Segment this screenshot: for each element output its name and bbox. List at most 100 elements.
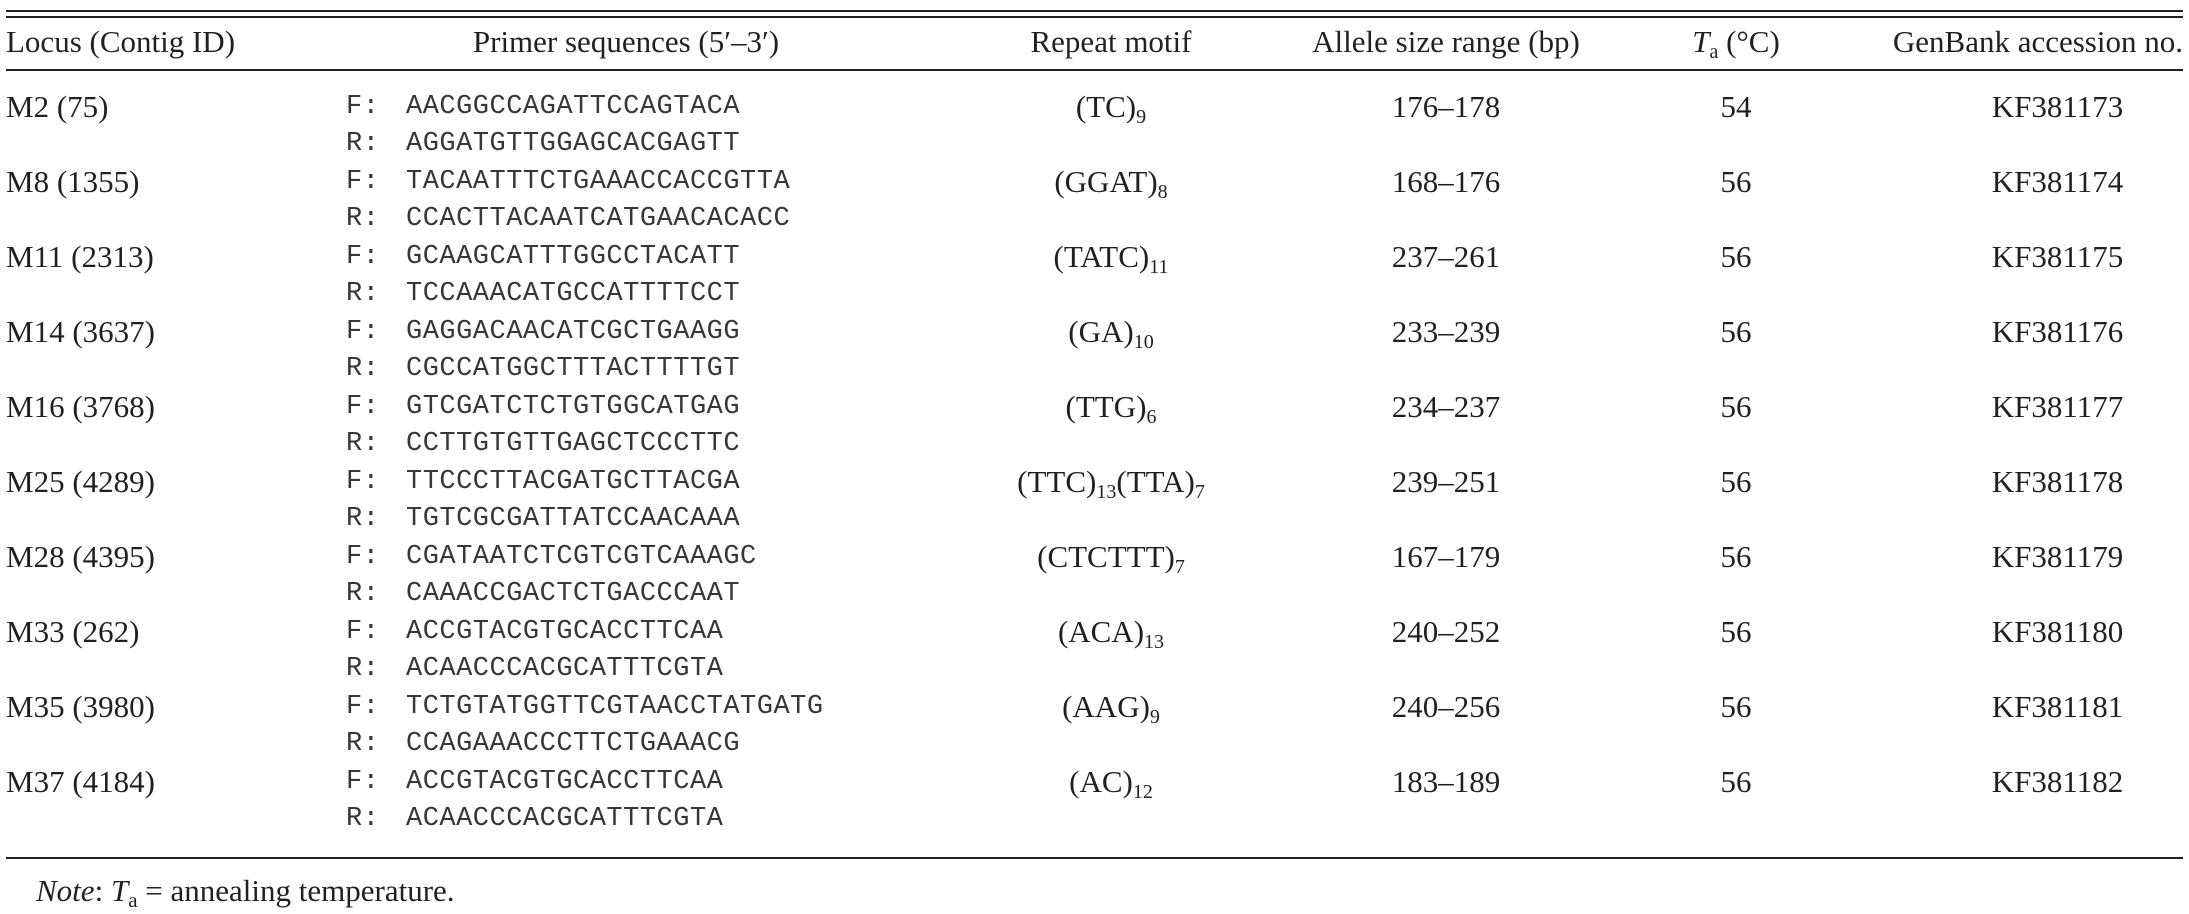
motif-unit: (AAG) xyxy=(1062,689,1150,724)
annealing-temp-cell: 56 xyxy=(1720,539,1752,574)
motif-unit: (AC) xyxy=(1069,764,1133,799)
note-colon: : xyxy=(94,873,111,908)
forward-primer: F: AACGGCCAGATTCCAGTACA xyxy=(346,88,740,126)
reverse-primer-label: R: xyxy=(346,654,380,684)
motif-unit: (CTCTTT) xyxy=(1037,539,1175,574)
allele-size-cell: 234–237 xyxy=(1391,389,1501,424)
locus-cell: M8 (1355) xyxy=(6,164,140,199)
reverse-primer-label: R: xyxy=(346,804,380,834)
motif-unit: (TC) xyxy=(1075,89,1137,124)
table-row: M8 (1355) F: TACAATTTCTGAAACCACCGTTA R: CCAC… xyxy=(6,163,2183,238)
header-genbank-accession: GenBank accession no. xyxy=(1892,24,2183,59)
motif-repeat-count: 12 xyxy=(1132,781,1153,803)
reverse-primer-label: R: xyxy=(346,129,380,159)
reverse-primer-sequence: ACAACCCACGCATTTCGTA xyxy=(406,804,724,834)
repeat-motif-cell: (TATC)11 xyxy=(966,238,1256,277)
repeat-motif-cell: (ACA)13 xyxy=(966,613,1256,653)
genbank-accession-cell: KF381178 xyxy=(1991,464,2124,499)
header-locus: Locus (Contig ID) xyxy=(6,24,236,59)
reverse-primer-label: R: xyxy=(346,204,380,234)
repeat-motif-cell: (CTCTTT)7 xyxy=(966,538,1256,578)
genbank-accession-cell: KF381174 xyxy=(1991,164,2124,199)
genbank-accession-cell: KF381173 xyxy=(1991,89,2124,124)
table-note: Note: Ta = annealing temperature. xyxy=(36,871,455,911)
forward-primer-label: F: xyxy=(346,692,380,722)
allele-size-cell: 240–252 xyxy=(1391,614,1501,649)
annealing-temp-cell: 56 xyxy=(1720,464,1752,499)
allele-size-cell: 233–239 xyxy=(1391,314,1501,349)
reverse-primer: R: CCAGAAACCCTTCTGAAACG xyxy=(346,725,740,763)
motif-repeat-count: 13 xyxy=(1096,481,1117,503)
motif-repeat-count: 9 xyxy=(1136,106,1147,128)
annealing-temp-cell: 56 xyxy=(1720,314,1752,349)
motif-repeat-count: 9 xyxy=(1149,706,1160,728)
forward-primer-sequence: GTCGATCTCTGTGGCATGAG xyxy=(406,392,741,422)
reverse-primer-label: R: xyxy=(346,354,380,384)
table-top-rule-inner xyxy=(6,16,2183,18)
genbank-accession-cell: KF381176 xyxy=(1991,314,2124,349)
table-bottom-rule xyxy=(6,857,2183,859)
repeat-motif-cell: (GA)10 xyxy=(966,313,1256,353)
reverse-primer-sequence: AGGATGTTGGAGCACGAGTT xyxy=(406,129,741,159)
forward-primer-sequence: TTCCCTTACGATGCTTACGA xyxy=(406,467,741,497)
note-ta-subscript: a xyxy=(128,888,138,912)
motif-repeat-count: 10 xyxy=(1133,331,1154,353)
motif-unit: (TTC) xyxy=(1017,464,1097,499)
annealing-temp-cell: 56 xyxy=(1720,164,1752,199)
header-ta-subscript: a xyxy=(1709,41,1719,63)
annealing-temp-cell: 56 xyxy=(1720,239,1752,274)
repeat-motif-cell: (TTC)13(TTA)7 xyxy=(966,463,1256,503)
reverse-primer-sequence: TGTCGCGATTATCCAACAAA xyxy=(406,504,741,534)
table-body: M2 (75) F: AACGGCCAGATTCCAGTACA R: AGGATGTTG… xyxy=(6,88,2183,838)
repeat-motif-cell: (TC)9 xyxy=(966,88,1256,128)
reverse-primer: R: CAAACCGACTCTGACCCAAT xyxy=(346,575,740,613)
motif-unit: (GA) xyxy=(1068,314,1134,349)
reverse-primer-sequence: CGCCATGGCTTTACTTTTGT xyxy=(406,354,741,384)
motif-unit: (TTA) xyxy=(1116,464,1195,499)
forward-primer-sequence: ACCGTACGTGCACCTTCAA xyxy=(406,767,724,797)
motif-unit: (TTG) xyxy=(1065,389,1147,424)
header-ta-unit: (°C) xyxy=(1718,24,1780,59)
motif-repeat-count: 7 xyxy=(1174,556,1185,578)
reverse-primer-label: R: xyxy=(346,429,380,459)
allele-size-cell: 240–256 xyxy=(1391,689,1501,724)
note-text: = annealing temperature. xyxy=(137,873,455,908)
annealing-temp-cell: 54 xyxy=(1720,89,1752,124)
motif-repeat-count: 13 xyxy=(1144,631,1165,653)
locus-cell: M33 (262) xyxy=(6,614,140,649)
forward-primer-sequence: TACAATTTCTGAAACCACCGTTA xyxy=(406,167,791,197)
forward-primer-label: F: xyxy=(346,317,380,347)
forward-primer-label: F: xyxy=(346,167,380,197)
locus-cell: M16 (3768) xyxy=(6,389,155,424)
forward-primer: F: TACAATTTCTGAAACCACCGTTA xyxy=(346,163,790,201)
reverse-primer-label: R: xyxy=(346,504,380,534)
reverse-primer-label: R: xyxy=(346,579,380,609)
motif-unit: (GGAT) xyxy=(1054,164,1158,199)
reverse-primer: R: TCCAAACATGCCATTTTCCT xyxy=(346,275,740,313)
reverse-primer-sequence: TCCAAACATGCCATTTTCCT xyxy=(406,279,741,309)
reverse-primer-sequence: CAAACCGACTCTGACCCAAT xyxy=(406,579,741,609)
reverse-primer: R: CCTTGTGTTGAGCTCCCTTC xyxy=(346,425,740,463)
locus-cell: M28 (4395) xyxy=(6,539,155,574)
forward-primer-label: F: xyxy=(346,242,380,272)
reverse-primer: R: AGGATGTTGGAGCACGAGTT xyxy=(346,125,740,163)
repeat-motif-cell: (AC)12 xyxy=(966,763,1256,803)
table-row: M25 (4289) F: TTCCCTTACGATGCTTACGA R: TGTCGC… xyxy=(6,463,2183,538)
reverse-primer-label: R: xyxy=(346,729,380,759)
genbank-accession-cell: KF381175 xyxy=(1991,239,2124,274)
reverse-primer-sequence: CCACTTACAATCATGAACACACC xyxy=(406,204,791,234)
forward-primer: F: GTCGATCTCTGTGGCATGAG xyxy=(346,388,740,426)
locus-cell: M37 (4184) xyxy=(6,764,155,799)
motif-repeat-count: 6 xyxy=(1146,406,1157,428)
forward-primer: F: GAGGACAACATCGCTGAAGG xyxy=(346,313,740,351)
annealing-temp-cell: 56 xyxy=(1720,764,1752,799)
allele-size-cell: 167–179 xyxy=(1391,539,1501,574)
locus-cell: M11 (2313) xyxy=(6,239,154,274)
header-ta-symbol: T xyxy=(1692,24,1710,59)
table-row: M37 (4184) F: ACCGTACGTGCACCTTCAA R: ACAACCC… xyxy=(6,763,2183,838)
reverse-primer: R: CGCCATGGCTTTACTTTTGT xyxy=(346,350,740,388)
motif-repeat-count: 7 xyxy=(1194,481,1205,503)
header-repeat-motif: Repeat motif xyxy=(1030,24,1192,59)
allele-size-cell: 239–251 xyxy=(1391,464,1501,499)
table-row: M2 (75) F: AACGGCCAGATTCCAGTACA R: AGGATGTTG… xyxy=(6,88,2183,163)
